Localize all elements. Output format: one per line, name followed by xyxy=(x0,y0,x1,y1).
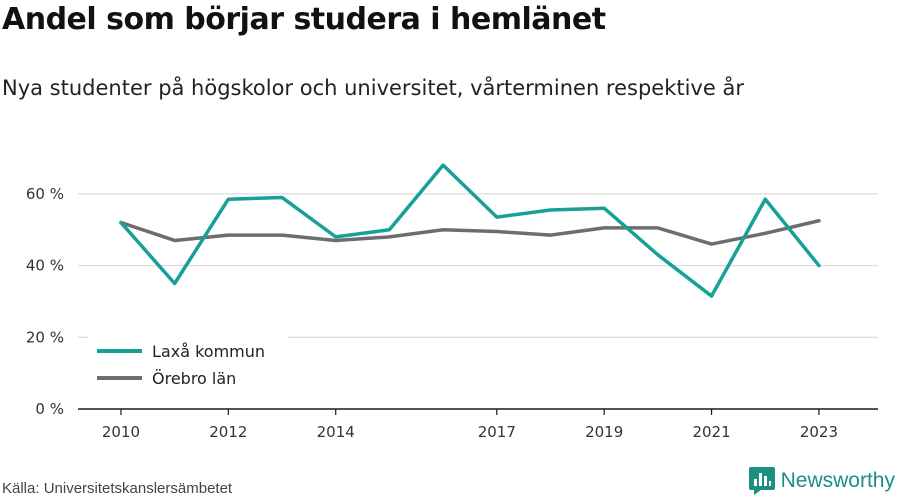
y-tick-label: 60 % xyxy=(26,185,64,203)
chart-title: Andel som börjar studera i hemlänet xyxy=(2,2,606,37)
legend-label: Laxå kommun xyxy=(152,342,265,361)
series-line xyxy=(119,163,821,298)
brand-name: Newsworthy xyxy=(780,469,895,492)
y-tick-label: 40 % xyxy=(26,257,64,275)
newsworthy-logo-icon xyxy=(748,467,775,495)
x-tick-label: 2010 xyxy=(102,423,140,441)
chart-subtitle: Nya studenter på högskolor och universit… xyxy=(2,76,744,100)
axes: 0 % 20 % 40 % 60 % 2010 2012 2014 2017 2019 2021 2… xyxy=(26,185,878,441)
legend: Laxå kommun Örebro län xyxy=(88,333,288,395)
legend-background xyxy=(88,333,288,395)
x-tick-label: 2017 xyxy=(478,423,516,441)
x-tick-label: 2014 xyxy=(317,423,355,441)
x-tick-label: 2023 xyxy=(800,423,838,441)
y-tick-label: 0 % xyxy=(35,400,64,418)
x-tick-label: 2019 xyxy=(585,423,623,441)
legend-label: Örebro län xyxy=(152,369,236,388)
x-tick-label: 2012 xyxy=(209,423,247,441)
series-lines xyxy=(119,163,821,298)
y-tick-label: 20 % xyxy=(26,328,64,346)
brand-logo: Newsworthy xyxy=(748,467,895,495)
x-tick-label: 2021 xyxy=(692,423,730,441)
source-note: Källa: Universitetskanslersämbetet xyxy=(2,480,233,497)
series-line xyxy=(119,219,821,246)
